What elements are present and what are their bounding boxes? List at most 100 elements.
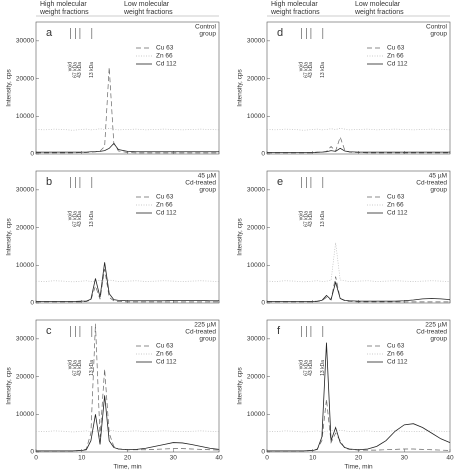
y-tick-label: 10000 [16,262,34,269]
y-tick-label: 20000 [247,224,265,231]
marker-label: void [68,211,74,220]
y-axis-label: Intensity, cps [6,218,13,256]
group-label: group [430,187,447,194]
group-label: Control [195,24,217,31]
y-tick-label: 10000 [247,262,265,269]
x-tick-label: 0 [265,455,269,462]
marker-label: 67 kDa [73,211,79,227]
group-label: group [199,187,216,194]
x-axis-label: Time, min [113,464,142,471]
y-tick-label: 0 [30,449,34,456]
series-line [36,269,219,303]
y-axis-label: Intensity, cps [237,69,244,107]
legend-label: Zn 66 [387,351,404,358]
series-line [266,127,451,131]
y-tick-label: 10000 [247,411,265,418]
y-tick-label: 30000 [16,336,34,343]
x-tick-label: 10 [78,455,86,462]
series-line [35,279,220,283]
legend-label: Zn 66 [387,53,404,60]
group-label: Cd-treated [416,329,447,336]
group-label: Cd-treated [185,180,216,187]
legend-label: Cd 112 [387,359,408,366]
x-tick-label: 20 [355,455,363,462]
marker-label: 13 kDa [320,62,326,78]
group-label: Control [426,24,448,31]
series-line [36,142,219,153]
series-line [36,262,219,302]
y-axis-label: Intensity, cps [6,367,13,405]
y-tick-label: 0 [261,151,265,158]
header-high: weight fractions [39,9,89,16]
legend-label: Cd 112 [387,210,408,217]
marker-label: 67 kDa [73,360,79,376]
group-label: group [199,336,216,343]
marker-label: 13 kDa [89,62,95,78]
marker-label: void [299,62,305,71]
group-label: 225 µM [194,322,216,329]
x-tick-label: 10 [309,455,317,462]
marker-label: 67 kDa [304,360,310,376]
y-tick-label: 30000 [247,38,265,45]
y-tick-label: 30000 [16,38,34,45]
y-tick-label: 10000 [16,411,34,418]
marker-label: 43 kDa [77,211,83,227]
x-tick-label: 40 [446,455,454,462]
legend-label: Cu 63 [387,194,405,201]
header-low: weight fractions [354,9,404,16]
y-tick-label: 0 [261,300,265,307]
y-axis-label: Intensity, cps [237,218,244,256]
series-line [36,67,219,154]
legend-label: Cd 112 [156,61,177,68]
y-tick-label: 0 [261,449,265,456]
header-high: weight fractions [270,9,320,16]
plot-frame [35,21,220,155]
group-label: group [430,336,447,343]
panel-letter: d [277,27,283,39]
series-line [36,323,220,452]
legend-label: Cu 63 [156,343,174,350]
plot-frame [266,21,451,155]
legend-label: Zn 66 [387,202,404,209]
series-line [267,135,450,154]
group-label: Cd-treated [416,180,447,187]
group-label: 45 µM [429,173,447,180]
y-tick-label: 20000 [16,373,34,380]
series-line [267,276,450,303]
y-tick-label: 30000 [247,336,265,343]
group-label: 225 µM [425,322,447,329]
legend-label: Cu 63 [156,45,174,52]
marker-label: 43 kDa [308,62,314,78]
marker-label: 67 kDa [304,62,310,78]
plot-frame [35,319,220,453]
marker-label: 13 kDa [89,360,95,376]
x-tick-label: 20 [124,455,132,462]
series-line [35,127,220,131]
series-line [267,147,450,153]
group-label: 45 µM [198,173,216,180]
legend-label: Zn 66 [156,202,173,209]
x-tick-label: 30 [401,455,409,462]
group-label: group [430,31,447,38]
series-line [267,342,451,452]
marker-label: void [299,360,305,369]
series-line [266,429,451,433]
x-tick-label: 30 [170,455,178,462]
series-line [267,280,451,302]
y-tick-label: 0 [30,300,34,307]
x-axis-label: Time, min [344,464,373,471]
series-line [266,242,451,283]
marker-label: 67 kDa [73,62,79,78]
panel-letter: b [46,176,52,188]
y-tick-label: 10000 [16,113,34,120]
header-low: weight fractions [123,9,173,16]
group-label: Cd-treated [185,329,216,336]
y-tick-label: 20000 [247,373,265,380]
marker-label: 13 kDa [320,360,326,376]
panel-letter: e [277,176,283,188]
legend-label: Cd 112 [156,359,177,366]
header-low: Low molecular [124,1,170,8]
legend-label: Cu 63 [156,194,174,201]
marker-label: 43 kDa [77,62,83,78]
